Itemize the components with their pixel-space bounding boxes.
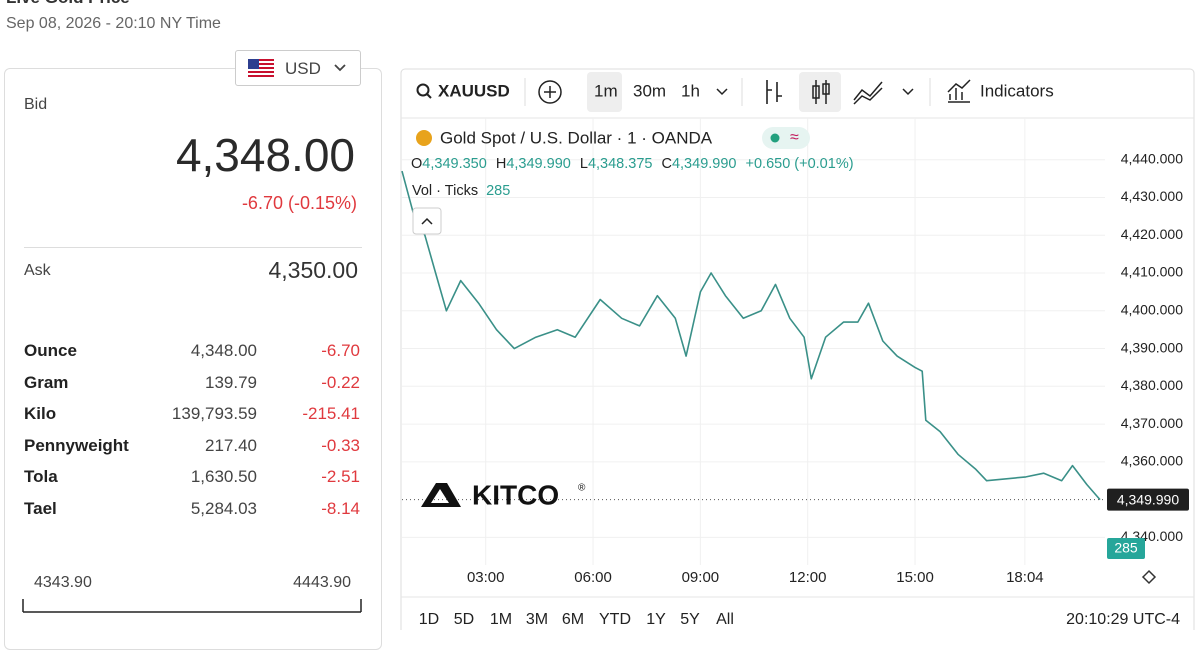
ohlc: O4,349.350 H4,349.990 L4,348.375 C4,349.… <box>411 156 854 172</box>
indicators-button[interactable]: Indicators <box>980 81 1054 100</box>
ohlc-key: O <box>411 156 422 172</box>
interval[interactable]: 30m <box>633 81 666 100</box>
svg-text:®: ® <box>578 483 586 494</box>
currency-select[interactable]: USD <box>235 50 361 86</box>
chart-frame <box>400 68 1195 630</box>
unit-name: Pennyweight <box>24 435 129 455</box>
y-tick-label: 4,410.000 <box>1121 264 1183 280</box>
watermark: KITCO ® <box>421 479 586 510</box>
period-bar: 1D 5D 1M 3M 6M YTD 1Y 5Y All <box>419 611 734 628</box>
period-button[interactable]: 1Y <box>646 611 666 628</box>
volume-box <box>1107 538 1145 559</box>
ohlc-key: C <box>661 156 671 172</box>
interval[interactable]: 1h <box>681 81 700 100</box>
y-tick-label: 4,400.000 <box>1121 301 1183 317</box>
ohlc-value: 4,349.990 <box>672 156 737 172</box>
volume-label: Vol · Ticks <box>412 183 478 199</box>
currency: USD <box>285 59 321 78</box>
range-bar <box>22 599 362 613</box>
period-button[interactable]: All <box>716 611 734 628</box>
unit-change: -8.14 <box>321 498 360 518</box>
x-tick-label: 06:00 <box>574 569 612 586</box>
page-title: Live Gold Price <box>6 0 130 8</box>
chart-panel: XAUUSD 1m 30m 1h Indicators 4,340.0004,3… <box>400 68 1195 630</box>
ohlc-key: H <box>496 156 506 172</box>
last-price-label: 4,349.990 <box>1117 491 1179 507</box>
unit-change: -0.22 <box>321 372 360 392</box>
symbol[interactable]: XAUUSD <box>438 81 510 100</box>
y-tick-label: 4,360.000 <box>1121 453 1183 469</box>
unit-change: -215.41 <box>302 404 360 423</box>
timestamp: Sep 08, 2026 - 20:10 NY Time <box>6 15 221 32</box>
period-button[interactable]: 5D <box>454 611 474 628</box>
y-tick-label: 4,420.000 <box>1121 226 1183 242</box>
svg-text:≈: ≈ <box>790 129 799 146</box>
period-button[interactable]: 6M <box>562 611 584 628</box>
bid-label: Bid <box>24 96 48 113</box>
y-tick-label: 4,370.000 <box>1121 415 1183 431</box>
unit-price: 217.40 <box>205 435 257 455</box>
unit-name: Tael <box>24 498 57 518</box>
volume-value: 285 <box>486 183 510 199</box>
price-line <box>401 170 1101 501</box>
unit-name: Kilo <box>24 404 57 423</box>
y-tick-label: 4,440.000 <box>1121 150 1183 166</box>
divider <box>24 247 362 248</box>
bid-change: -6.70 (-0.15%) <box>241 193 357 213</box>
ask-price: 4,350.00 <box>268 257 358 283</box>
y-tick-label: 4,380.000 <box>1121 377 1183 393</box>
x-tick-label: 18:04 <box>1006 569 1044 586</box>
ohlc-value: 4,349.350 <box>422 156 487 172</box>
x-tick-label: 09:00 <box>682 569 720 586</box>
clock: 20:10:29 UTC-4 <box>1066 611 1180 628</box>
range-high: 4443.90 <box>293 574 351 591</box>
unit-name: Gram <box>24 372 69 392</box>
flag <box>248 59 274 77</box>
period-button[interactable]: 5Y <box>680 611 700 628</box>
x-tick-label: 03:00 <box>467 569 505 586</box>
period-button[interactable]: YTD <box>599 611 631 628</box>
x-tick-label: 12:00 <box>789 569 827 586</box>
watermark-text: KITCO <box>472 479 559 510</box>
chevron <box>334 64 346 72</box>
period-button[interactable]: 3M <box>526 611 548 628</box>
unit-name: Tola <box>24 467 58 486</box>
unit-change: -6.70 <box>321 341 360 360</box>
ohlc-value: 4,348.375 <box>588 156 653 172</box>
unit-change: -0.33 <box>321 435 360 455</box>
x-tick-label: 15:00 <box>896 569 934 586</box>
page: { "header": {"title": "Live Gold Price",… <box>4 0 1195 650</box>
volume-legend: Vol · Ticks 285 <box>412 183 510 199</box>
unit-price: 1,630.50 <box>190 467 257 486</box>
ohlc-change: +0.650 (+0.01%) <box>746 156 854 172</box>
interval[interactable]: 1m <box>594 81 618 100</box>
range-low: 4343.90 <box>34 574 92 591</box>
toolbar: XAUUSD 1m 30m 1h Indicators <box>416 72 1054 112</box>
period-button[interactable]: 1M <box>490 611 512 628</box>
unit-price: 139.79 <box>205 372 257 392</box>
unit-price: 5,284.03 <box>190 498 257 518</box>
y-tick-label: 4,390.000 <box>1121 339 1183 355</box>
bid-price: 4,348.00 <box>175 129 355 181</box>
unit-price: 4,348.00 <box>190 341 257 360</box>
ask-label: Ask <box>24 262 51 279</box>
ohlc-value: 4,349.990 <box>506 156 571 172</box>
add-symbol[interactable] <box>538 80 562 104</box>
y-tick-label: 4,430.000 <box>1121 188 1183 204</box>
last-price-box <box>1107 488 1189 511</box>
legend: Gold Spot / U.S. Dollar · 1 · OANDA ≈ O4… <box>411 127 854 235</box>
period-button[interactable]: 1D <box>419 611 439 628</box>
legend-title: Gold Spot / U.S. Dollar · 1 · OANDA <box>440 128 713 147</box>
unit-name: Ounce <box>24 341 77 360</box>
unit-price: 139,793.59 <box>171 404 257 423</box>
ohlc-key: L <box>580 156 588 172</box>
volume-box-label: 285 <box>1114 540 1138 556</box>
unit-change: -2.51 <box>321 467 360 486</box>
